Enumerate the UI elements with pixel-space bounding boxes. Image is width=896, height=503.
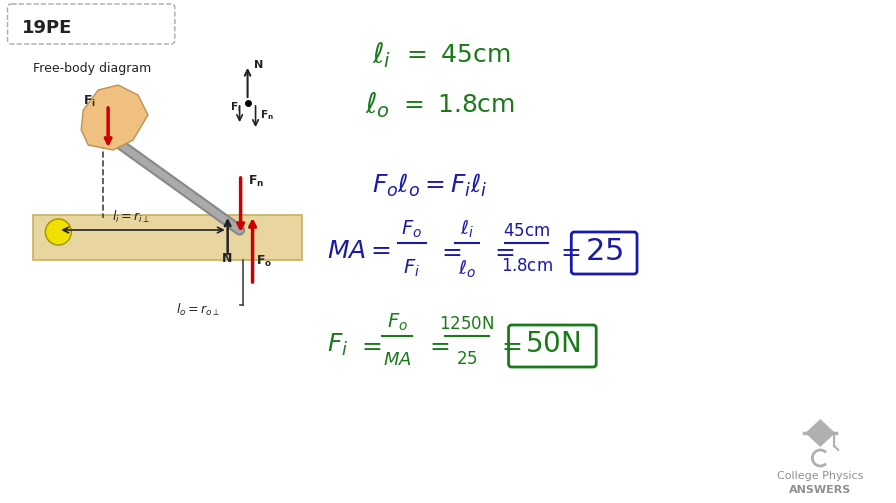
FancyBboxPatch shape [509, 325, 596, 367]
Text: $\mathbf{F_i}$: $\mathbf{F_i}$ [83, 94, 96, 109]
Text: $MA =$: $MA =$ [327, 240, 391, 264]
Text: $\mathbf{F_n}$: $\mathbf{F_n}$ [260, 108, 273, 122]
Text: $\ell_o$: $\ell_o$ [458, 258, 476, 280]
FancyBboxPatch shape [572, 232, 637, 274]
Text: $MA$: $MA$ [383, 351, 411, 369]
Text: $= \ 45\mathrm{cm}$: $= \ 45\mathrm{cm}$ [402, 43, 511, 66]
Text: $=$: $=$ [437, 240, 462, 264]
Text: $F_o\ell_o = F_i\ell_i$: $F_o\ell_o = F_i\ell_i$ [372, 172, 487, 199]
Text: $50\mathrm{N}$: $50\mathrm{N}$ [525, 331, 580, 359]
FancyBboxPatch shape [7, 4, 175, 44]
Text: $= \ 1.8\mathrm{cm}$: $= \ 1.8\mathrm{cm}$ [399, 94, 515, 117]
Text: $45\mathrm{cm}$: $45\mathrm{cm}$ [503, 223, 550, 240]
Text: College Physics: College Physics [777, 471, 864, 481]
Text: 19PE: 19PE [22, 19, 72, 37]
Circle shape [46, 219, 72, 245]
Text: $\mathbf{F_n}$: $\mathbf{F_n}$ [247, 174, 263, 189]
Text: ANSWERS: ANSWERS [789, 485, 851, 495]
Text: $1250\mathrm{N}$: $1250\mathrm{N}$ [439, 316, 495, 333]
Text: $\mathbf{N}$: $\mathbf{N}$ [253, 58, 263, 70]
Text: $\ell_o$: $\ell_o$ [365, 90, 390, 120]
Text: $F_i$: $F_i$ [327, 332, 349, 358]
Text: $F_o$: $F_o$ [401, 219, 422, 240]
Text: $F_o$: $F_o$ [386, 312, 408, 333]
Text: $\mathbf{F_o}$: $\mathbf{F_o}$ [255, 254, 271, 269]
Text: $=$: $=$ [358, 333, 383, 357]
Text: $\mathbf{N}$: $\mathbf{N}$ [220, 252, 232, 265]
Text: $\ell_i$: $\ell_i$ [372, 40, 392, 70]
Text: $1.8\mathrm{cm}$: $1.8\mathrm{cm}$ [501, 258, 553, 275]
Bar [33, 215, 302, 260]
Text: $=$: $=$ [425, 333, 450, 357]
Text: $l_o = r_{o\perp}$: $l_o = r_{o\perp}$ [176, 302, 220, 318]
Polygon shape [82, 85, 148, 150]
Text: $25$: $25$ [585, 236, 624, 268]
Text: $=$: $=$ [496, 333, 521, 357]
Text: $\ell_i$: $\ell_i$ [460, 218, 474, 240]
Text: $\mathbf{F_i}$: $\mathbf{F_i}$ [229, 100, 241, 114]
Text: $=$: $=$ [489, 240, 514, 264]
Text: $25$: $25$ [456, 351, 478, 368]
Polygon shape [806, 420, 834, 446]
Text: $=$: $=$ [556, 240, 582, 264]
Text: Free-body diagram: Free-body diagram [33, 61, 151, 74]
Text: $l_i = r_{i\perp}$: $l_i = r_{i\perp}$ [112, 209, 151, 225]
Text: $F_i$: $F_i$ [403, 258, 420, 279]
